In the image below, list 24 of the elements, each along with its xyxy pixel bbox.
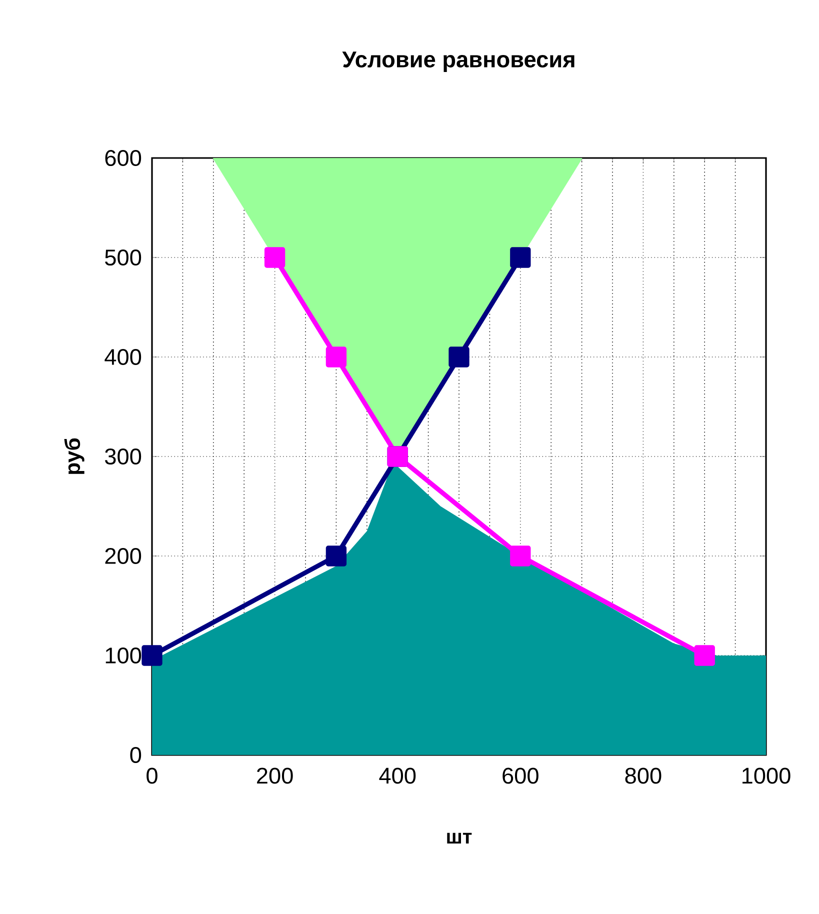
x-tick-label: 600 (502, 768, 538, 784)
point (448, 346, 470, 368)
chart-title: Условие равновесия (342, 52, 574, 72)
point (326, 546, 347, 566)
x-tick-label: 0 (146, 768, 158, 784)
y-tick-label: 400 (104, 348, 142, 366)
x-tick-label: 800 (625, 768, 662, 784)
point (326, 346, 347, 368)
point (510, 247, 531, 268)
y-tick-label: 0 (130, 746, 142, 764)
y-tick-label: 200 (105, 548, 142, 564)
point (510, 546, 531, 566)
point (142, 645, 162, 666)
point (264, 247, 286, 268)
y-tick-label: 300 (104, 448, 142, 465)
point (694, 645, 715, 666)
y-axis-title: руб (64, 438, 84, 474)
x-tick-label: 200 (257, 768, 293, 784)
x-tick-label: 1000 (742, 768, 790, 784)
y-tick-label: 500 (105, 249, 142, 266)
x-tick-label: 400 (379, 768, 416, 784)
y-tick-label: 100 (106, 647, 142, 664)
x-axis-title: шт (447, 832, 472, 844)
y-tick-label: 600 (105, 150, 142, 166)
